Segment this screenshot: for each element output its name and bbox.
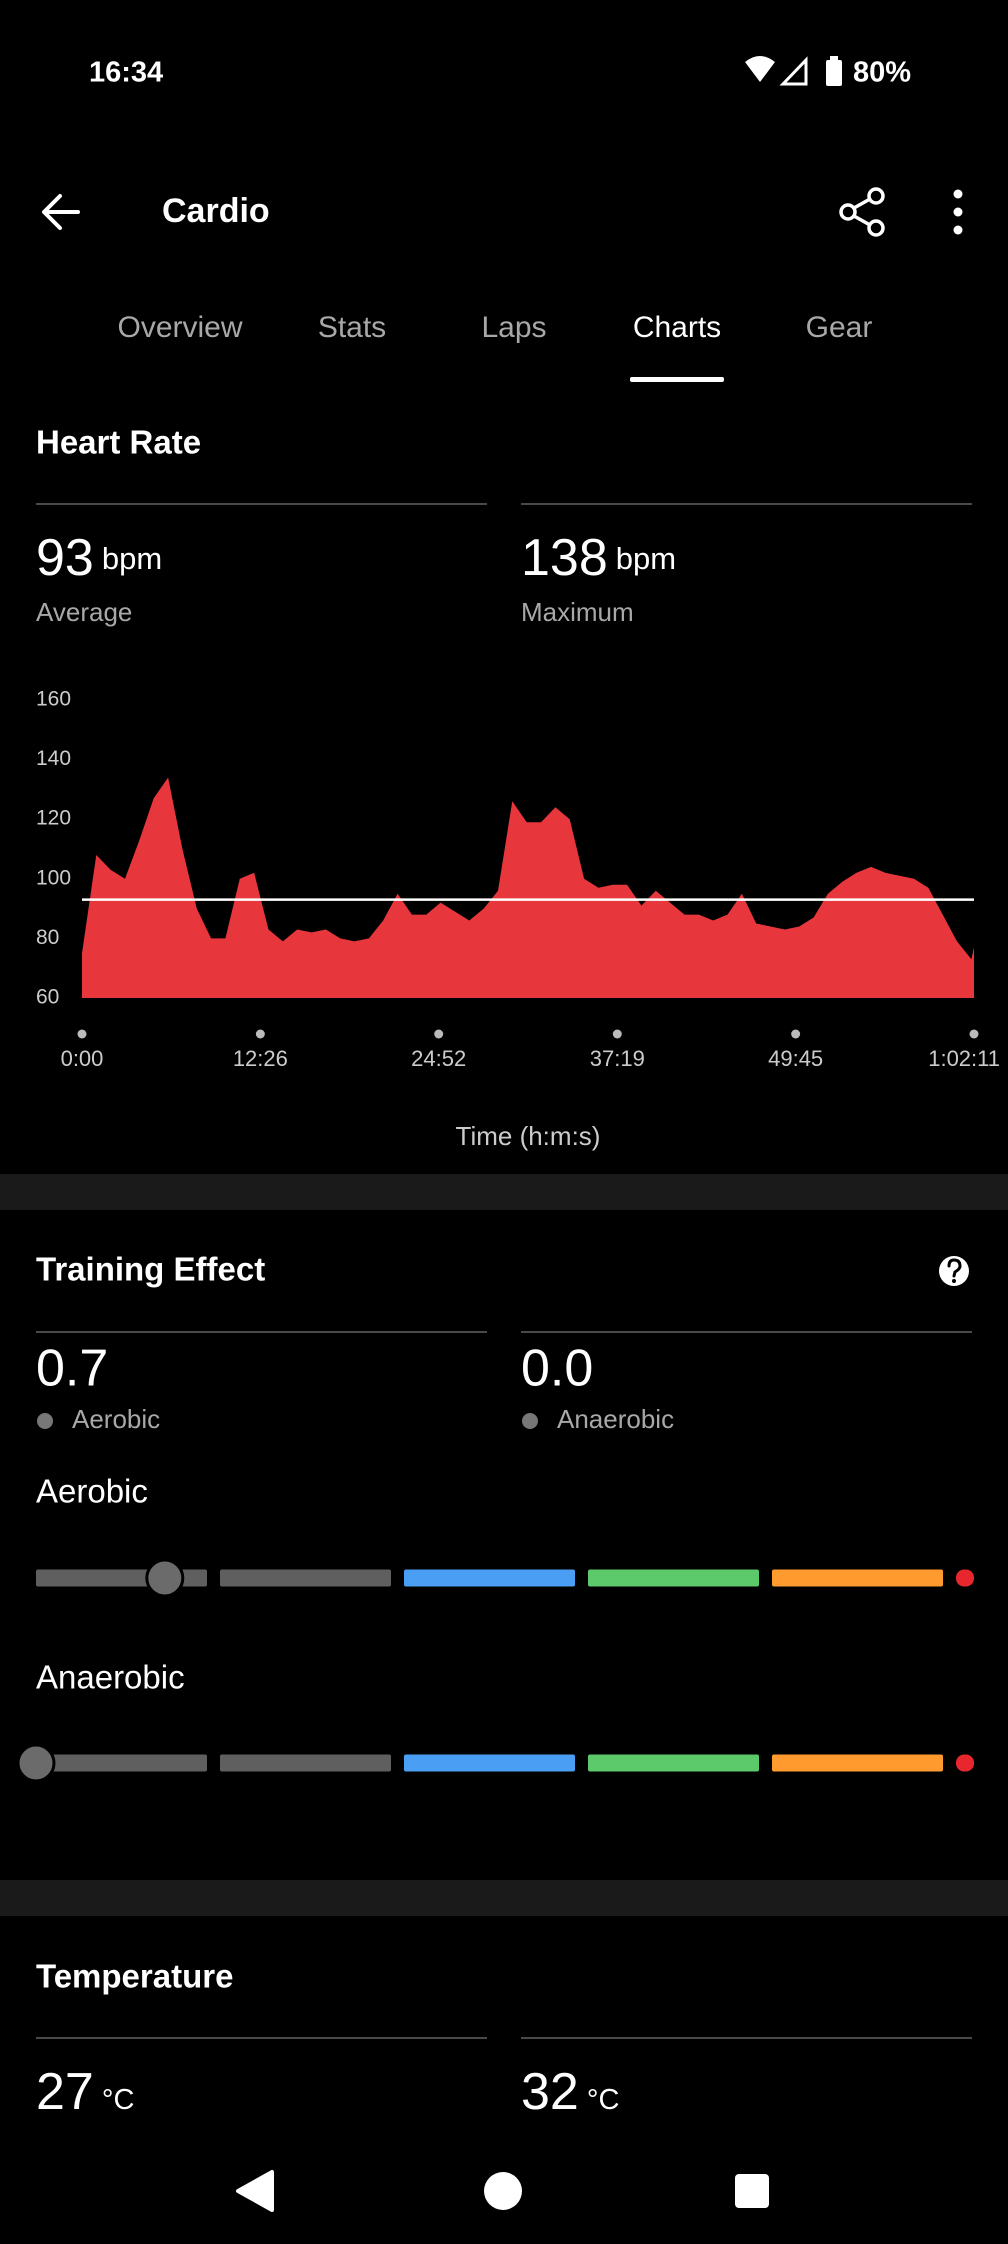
scale-knob bbox=[145, 1558, 185, 1598]
scale-segment bbox=[404, 1754, 575, 1772]
stat-label: Average bbox=[36, 597, 132, 627]
battery-icon bbox=[826, 60, 842, 86]
bar-title: Anaerobic bbox=[36, 1659, 185, 1696]
x-tick bbox=[612, 1029, 622, 1039]
scale-segment bbox=[36, 1754, 207, 1772]
stat-unit: bpm bbox=[616, 541, 676, 576]
stat-unit: bpm bbox=[102, 541, 162, 576]
stat-value: 27 °C bbox=[36, 2063, 134, 2121]
y-tick-label: 140 bbox=[36, 747, 71, 770]
scale-segment bbox=[772, 1754, 943, 1772]
stat-value: 93 bpm bbox=[36, 529, 162, 587]
help-button[interactable] bbox=[939, 1256, 969, 1286]
scale-segment bbox=[220, 1754, 391, 1772]
share-lines[interactable] bbox=[853, 197, 871, 227]
tab[interactable]: Laps bbox=[481, 311, 546, 344]
screen-title: Cardio bbox=[162, 192, 270, 230]
stat-number: 93 bbox=[36, 529, 94, 587]
share-dot[interactable] bbox=[839, 203, 857, 221]
stat-unit: °C bbox=[102, 2084, 135, 2116]
nav-recents[interactable] bbox=[735, 2174, 769, 2208]
x-tick-label: 1:02:11 bbox=[928, 1046, 1000, 1071]
stat-label: Anaerobic bbox=[557, 1404, 674, 1434]
more-dot[interactable] bbox=[953, 207, 963, 217]
nav-home[interactable] bbox=[484, 2172, 522, 2210]
heart-rate-area bbox=[82, 777, 974, 998]
legend-dot bbox=[522, 1413, 538, 1429]
x-tick-label: 12:26 bbox=[233, 1046, 288, 1071]
battery-level: 80% bbox=[853, 57, 911, 89]
back-arrow[interactable] bbox=[42, 194, 80, 230]
y-tick-label: 100 bbox=[36, 866, 71, 889]
stat-number: 138 bbox=[521, 529, 608, 587]
y-tick-label: 120 bbox=[36, 807, 71, 830]
x-axis-title: Time (h:m:s) bbox=[456, 1121, 601, 1151]
share-dot[interactable] bbox=[867, 219, 885, 237]
y-tick-label: 80 bbox=[36, 926, 59, 949]
more-dot[interactable] bbox=[953, 225, 963, 235]
y-tick-label: 160 bbox=[36, 688, 71, 711]
scale-segment bbox=[956, 1569, 974, 1587]
wifi-icon bbox=[745, 56, 775, 82]
back-button[interactable] bbox=[42, 194, 80, 230]
stat-value: 138 bpm bbox=[521, 529, 676, 587]
stat-value: 32 °C bbox=[521, 2063, 619, 2121]
more-button[interactable] bbox=[953, 189, 963, 235]
x-tick-label: 49:45 bbox=[768, 1046, 823, 1071]
nav-back[interactable] bbox=[236, 2170, 274, 2212]
stat-number: 0.7 bbox=[36, 1340, 108, 1398]
stat-number: 0.0 bbox=[521, 1340, 593, 1398]
x-tick bbox=[791, 1029, 801, 1039]
x-tick bbox=[434, 1029, 444, 1039]
section-separator bbox=[0, 1174, 1008, 1210]
x-tick-label: 24:52 bbox=[411, 1046, 466, 1071]
battery-tip bbox=[830, 56, 838, 61]
stat-number: 27 bbox=[36, 2063, 94, 2121]
section-title: Temperature bbox=[36, 1958, 233, 1995]
tab[interactable]: Gear bbox=[806, 311, 873, 344]
stat-label: Aerobic bbox=[72, 1404, 160, 1434]
tab[interactable]: Overview bbox=[117, 311, 242, 344]
scale-segment bbox=[772, 1569, 943, 1587]
share-button[interactable] bbox=[839, 187, 885, 237]
signal-icon bbox=[779, 56, 808, 86]
scale-segment bbox=[588, 1754, 759, 1772]
x-tick bbox=[255, 1029, 265, 1039]
scale-segment bbox=[404, 1569, 575, 1587]
scale-knob bbox=[16, 1743, 56, 1783]
scale-segment bbox=[588, 1569, 759, 1587]
training-effect-stats: 0.7 Aerobic 0.0 Anaerobic bbox=[36, 1340, 674, 1434]
legend-dot bbox=[37, 1413, 53, 1429]
section-title: Training Effect bbox=[36, 1251, 265, 1288]
tab[interactable]: Charts bbox=[633, 311, 721, 344]
section-title: Heart Rate bbox=[36, 424, 201, 461]
training-effect-bars bbox=[16, 1558, 974, 1783]
section-separator bbox=[0, 1880, 1008, 1916]
stat-number: 32 bbox=[521, 2063, 579, 2121]
share-dot[interactable] bbox=[867, 187, 885, 205]
tab[interactable]: Stats bbox=[318, 311, 386, 344]
x-tick bbox=[77, 1029, 87, 1039]
bar-title: Aerobic bbox=[36, 1473, 148, 1510]
y-tick-label: 60 bbox=[36, 986, 59, 1009]
scale-segment bbox=[956, 1754, 974, 1772]
stat-unit: °C bbox=[587, 2084, 620, 2116]
stat-label: Maximum bbox=[521, 597, 634, 627]
help-glyph[interactable] bbox=[947, 1258, 962, 1278]
tab-bar: Overview Stats Laps Charts Gear bbox=[117, 311, 872, 382]
help-dot[interactable] bbox=[952, 1279, 956, 1283]
more-dot[interactable] bbox=[953, 189, 963, 199]
heart-rate-chart: 60 80 100 120 140 160 0:00 12:26 24:52 37:19 49:45… bbox=[36, 688, 1000, 1071]
status-time: 16:34 bbox=[89, 57, 163, 89]
x-tick-label: 37:19 bbox=[590, 1046, 645, 1071]
x-tick bbox=[969, 1029, 979, 1039]
x-tick-label: 0:00 bbox=[61, 1046, 104, 1071]
scale-segment bbox=[220, 1569, 391, 1587]
tab-indicator bbox=[630, 377, 724, 382]
